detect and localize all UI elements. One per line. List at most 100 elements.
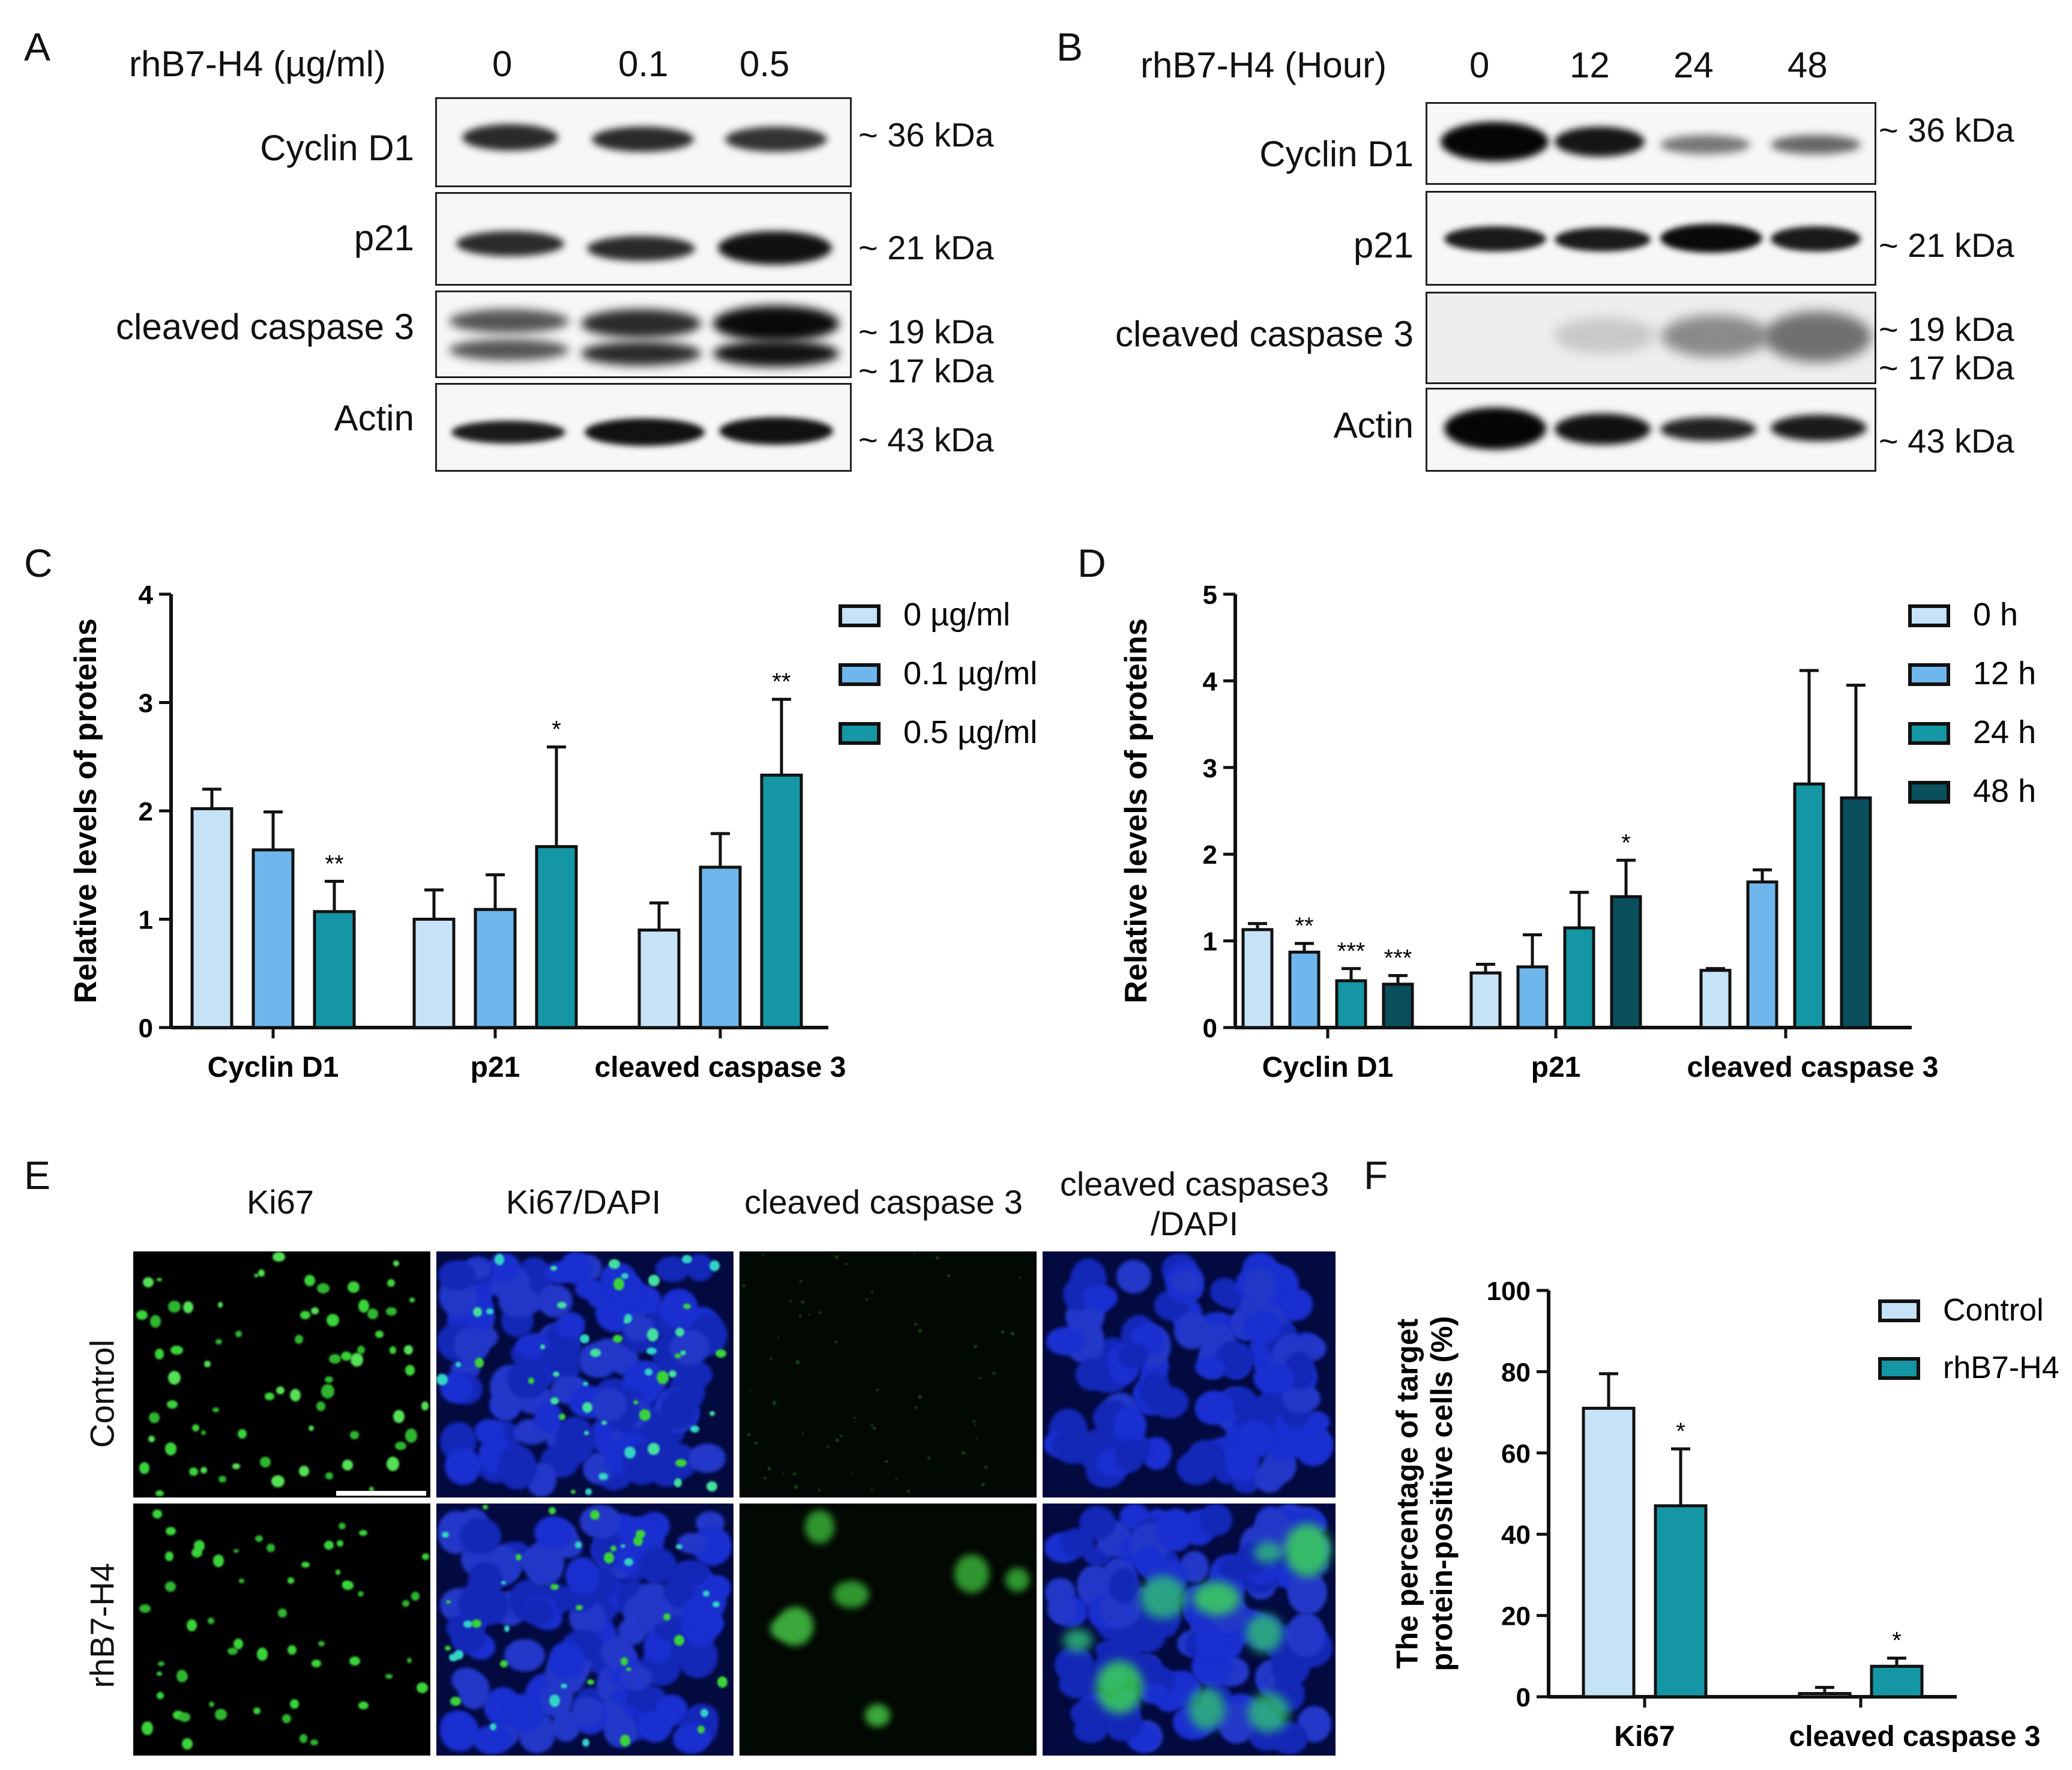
cell-signal (444, 1447, 481, 1486)
panel-e-col-label: cleaved caspase 3 (744, 1183, 1023, 1221)
panel-a-col-1: 0.1 (618, 44, 669, 84)
cell-signal (587, 1679, 594, 1685)
cell-signal (348, 1281, 360, 1293)
cell-signal (1157, 1508, 1194, 1552)
significance-label: *** (1384, 945, 1412, 971)
bar (1563, 926, 1595, 1029)
y-tick-label: 2 (1203, 840, 1217, 870)
cell-signal (1245, 1614, 1283, 1653)
blot-b-cyclin-d1 (1426, 102, 1876, 185)
cell-signal (321, 1384, 334, 1398)
significance-label: * (1676, 1418, 1685, 1445)
panel-e-row-label: rhB7-H4 (83, 1562, 121, 1688)
cell-signal (260, 1457, 271, 1467)
cell-signal (191, 1548, 202, 1558)
cell-signal (633, 1400, 639, 1405)
cell-signal (589, 1348, 601, 1357)
y-tick-label: 1 (139, 906, 153, 935)
cell-signal (369, 1487, 375, 1492)
cell-signal (438, 1260, 475, 1290)
cell-signal (709, 1260, 720, 1271)
cell-signal (918, 1395, 922, 1399)
panel-b-col-0: 0 (1469, 45, 1490, 85)
cell-signal (565, 1556, 599, 1595)
blot-b-cleaved-caspase-3 (1426, 292, 1876, 384)
cell-signal (624, 1319, 630, 1324)
cell-signal (865, 1703, 890, 1727)
cell-signal (1139, 1682, 1167, 1704)
cell-signal (1253, 1361, 1295, 1394)
cell-signal (675, 1544, 682, 1549)
panel-b-col-3: 48 (1787, 45, 1828, 85)
cell-signal (1117, 1343, 1149, 1368)
cell-signal (490, 1723, 497, 1731)
panel-b-row-label: cleaved caspase 3 (1115, 314, 1414, 354)
legend-swatch (839, 604, 881, 627)
cell-signal (613, 1335, 622, 1343)
cell-signal (683, 1303, 691, 1310)
panel-b-kda: ~ 43 kDa (1879, 422, 2014, 460)
panel-a-row-label: Cyclin D1 (260, 128, 414, 168)
cell-signal (1284, 1523, 1331, 1577)
cell-signal (233, 1639, 244, 1649)
cell-signal (498, 1445, 537, 1490)
cell-signal (156, 1672, 162, 1676)
cell-signal (972, 1419, 975, 1423)
cell-signal (166, 1400, 178, 1409)
cell-signal (1294, 1425, 1333, 1467)
cell-signal (876, 1388, 879, 1392)
cell-signal (387, 1456, 400, 1471)
category-label: p21 (471, 1052, 520, 1083)
cell-signal (583, 1382, 589, 1386)
y-tick-label: 4 (1203, 667, 1218, 696)
cell-signal (754, 1442, 758, 1445)
cell-signal (405, 1365, 415, 1376)
cell-signal (660, 1389, 696, 1429)
blot-a-actin (435, 383, 852, 472)
y-tick-label: 2 (139, 797, 153, 826)
cell-signal (358, 1591, 364, 1597)
cell-signal (619, 1734, 631, 1747)
cell-signal (646, 1347, 657, 1355)
y-tick-label: 0 (1203, 1014, 1217, 1043)
panel-e-row-label: Control (83, 1339, 121, 1448)
cell-signal (620, 1544, 626, 1549)
panel-a-row-label: Actin (334, 398, 414, 438)
cell-signal (620, 1657, 628, 1666)
cell-signal (978, 1377, 981, 1379)
bar (1746, 880, 1778, 1029)
y-tick-label: 0 (139, 1014, 153, 1043)
panel-f-letter: F (1364, 1153, 1388, 1197)
cell-signal (598, 1472, 609, 1480)
cell-signal (659, 1288, 698, 1329)
cell-signal (298, 1466, 310, 1477)
category-label: Cyclin D1 (208, 1052, 339, 1083)
panel-b-kda: ~ 19 kDa (1879, 310, 2014, 348)
micrograph-control-caspase-dapi (1043, 1251, 1336, 1498)
cell-signal (974, 1424, 976, 1427)
cell-signal (254, 1273, 259, 1277)
cell-signal (200, 1430, 206, 1435)
cell-signal (647, 1328, 659, 1341)
cell-signal (866, 1298, 868, 1301)
cell-signal (328, 1353, 342, 1364)
significance-label: ** (325, 850, 343, 877)
cell-signal (927, 1456, 930, 1460)
cell-signal (709, 1410, 715, 1416)
y-tick-label: 3 (139, 689, 153, 718)
bar (760, 773, 803, 1029)
panel-a-kda: ~ 19 kDa (858, 313, 994, 351)
cell-signal (454, 1649, 464, 1660)
cell-signal (544, 1261, 574, 1284)
cell-signal (947, 1274, 950, 1277)
cell-signal (176, 1670, 188, 1682)
legend-label: Control (1943, 1293, 2044, 1328)
cell-signal (1188, 1688, 1226, 1730)
cell-signal (148, 1436, 155, 1442)
cell-signal (681, 1254, 692, 1264)
cell-signal (762, 1253, 764, 1256)
cell-signal (1019, 1276, 1022, 1280)
cell-signal (405, 1428, 418, 1443)
cell-signal (273, 1252, 285, 1262)
